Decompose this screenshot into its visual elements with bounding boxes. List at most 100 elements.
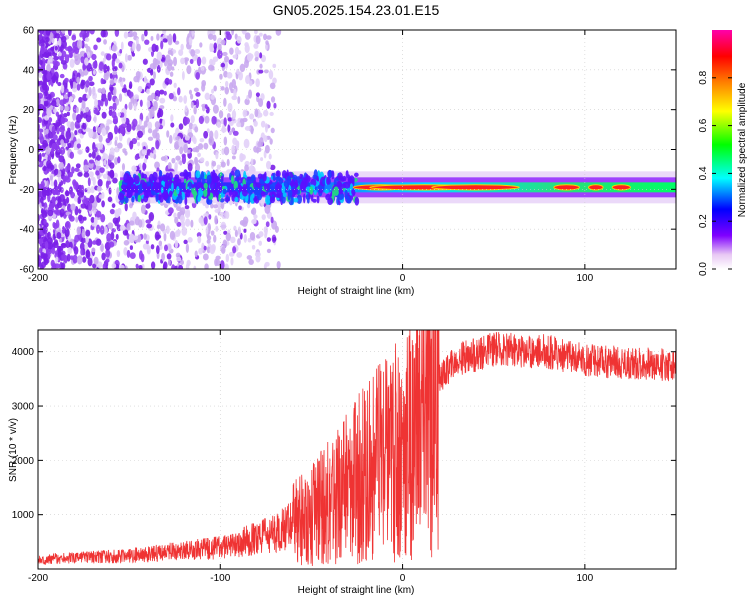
frequency-band-cell	[246, 186, 251, 193]
frequency-band-cell	[174, 174, 180, 180]
spectrogram-noise-cell	[32, 240, 36, 246]
spectrogram-noise-cell	[111, 110, 117, 119]
spectrogram-noise-cell	[145, 219, 152, 224]
spectrogram-noise-cell	[55, 98, 60, 107]
frequency-band-cell	[333, 186, 340, 197]
spectrogram-noise-cell	[60, 262, 66, 269]
frequency-band-cell	[257, 173, 263, 180]
spectrogram-noise-cell	[63, 94, 69, 99]
spectrogram-noise-cell	[178, 138, 183, 148]
spectrogram-noise-cell	[196, 232, 202, 238]
spectrogram-noise-cell	[215, 225, 219, 232]
spectrogram-noise-cell	[149, 151, 155, 158]
spectrogram-noise-cell	[239, 63, 246, 73]
spectrogram-noise-cell	[88, 86, 92, 97]
spectrogram-noise-cell	[174, 162, 178, 171]
spectrogram-noise-cell	[169, 71, 174, 77]
spectrogram-noise-cell	[223, 146, 230, 156]
spectrogram-noise-cell	[77, 171, 83, 177]
frequency-band-cell	[354, 172, 359, 178]
spectrogram-noise-cell	[38, 247, 43, 254]
spectrogram-noise-cell	[91, 175, 95, 181]
spectrogram-noise-cell	[163, 90, 167, 96]
spectrogram-noise-cell	[91, 150, 96, 159]
frequency-band-cell	[291, 178, 295, 188]
frequency-band-cell	[351, 187, 356, 196]
spectrogram-noise-cell	[232, 130, 239, 136]
spectrogram-noise-cell	[95, 238, 102, 246]
spectrogram-noise-cell	[178, 49, 184, 56]
spectrogram-noise-cell	[60, 84, 65, 94]
spectrogram-noise-cell	[65, 190, 70, 197]
colorbar-tick-label: 0.2	[698, 214, 709, 228]
spectrogram-noise-cell	[101, 87, 106, 95]
spectrogram-noise-cell	[263, 109, 269, 117]
colorbar-tick-label: 0.8	[698, 70, 709, 84]
spectrogram-noise-cell	[97, 179, 103, 187]
spectrogram-noise-cell	[59, 105, 64, 111]
spectrogram-noise-cell	[215, 259, 221, 266]
spectrogram-noise-cell	[156, 64, 161, 73]
spectrogram-noise-cell	[41, 81, 48, 91]
colorbar-label: Normalized spectral amplitude	[737, 82, 748, 217]
spectrogram-noise-cell	[64, 105, 70, 112]
spectrogram-noise-cell	[223, 230, 228, 235]
snr-y-tick-label: 1000	[12, 510, 35, 521]
spectrogram-noise-cell	[208, 214, 212, 220]
spectrogram-noise-cell	[127, 54, 132, 61]
spectrogram-noise-cell	[225, 80, 229, 88]
spectrogram-noise-cell	[67, 91, 71, 98]
spectrogram-noise-cell	[255, 35, 261, 45]
spectrogram-noise-cell	[155, 140, 160, 150]
spectrogram-noise-cell	[64, 88, 69, 93]
spectrogram-noise-cell	[76, 143, 81, 149]
spectrogram-noise-cell	[59, 99, 65, 106]
spectrogram-noise-cell	[203, 130, 209, 139]
spectrogram-noise-cell	[111, 263, 117, 269]
spectrogram-noise-cell	[203, 245, 207, 251]
spectrogram-noise-cell	[75, 216, 79, 223]
spectrogram-noise-cell	[174, 216, 179, 224]
spectrogram-noise-cell	[201, 242, 205, 251]
spectrogram-noise-cell	[206, 239, 211, 245]
spectrogram-noise-cell	[116, 142, 123, 149]
spectrogram-noise-cell	[266, 248, 272, 254]
spectrogram-noise-cell	[30, 90, 36, 94]
spectrogram-noise-cell	[58, 52, 62, 57]
spectrogram-noise-cell	[213, 234, 217, 243]
frequency-band-cell	[231, 190, 239, 197]
spectrogram-noise-cell	[190, 137, 195, 142]
spectrogram-noise-cell	[143, 157, 148, 164]
spectrogram-noise-cell	[171, 157, 176, 164]
spectrogram-noise-cell	[86, 186, 92, 194]
spectrogram-noise-cell	[184, 135, 190, 141]
spectrogram-noise-cell	[88, 128, 94, 139]
spectrogram-noise-cell	[51, 75, 56, 84]
spectrogram-noise-cell	[69, 151, 75, 160]
frequency-band-cell	[195, 170, 201, 179]
spectrogram-noise-cell	[85, 113, 92, 123]
spectrogram-noise-cell	[46, 248, 53, 255]
spectrogram-noise-cell	[180, 57, 186, 65]
spectrogram-noise-cell	[129, 81, 133, 89]
spectrogram-noise-cell	[203, 216, 208, 225]
spectrogram-noise-cell	[50, 164, 55, 171]
spectrogram-noise-cell	[38, 71, 43, 79]
spectrogram-noise-cell	[151, 43, 157, 53]
spectrogram-noise-cell	[144, 39, 150, 45]
spectrogram-noise-cell	[195, 98, 200, 109]
spectrogram-noise-cell	[109, 73, 113, 79]
frequency-band-cell	[185, 188, 191, 198]
spectrogram-noise-cell	[114, 157, 118, 165]
spectrogram-noise-cell	[82, 63, 86, 71]
spectrogram-noise-cell	[219, 260, 225, 269]
spectrogram-noise-cell	[41, 202, 45, 207]
spectrogram-noise-cell	[132, 235, 139, 241]
spectrogram-noise-cell	[124, 150, 128, 156]
spectrogram-noise-cell	[123, 31, 129, 39]
spectrogram-y-tick-label: -40	[20, 225, 35, 236]
spectrogram-noise-cell	[168, 79, 173, 85]
spectrogram-noise-cell	[179, 259, 184, 266]
spectrogram-noise-cell	[266, 35, 272, 40]
spectrogram-noise-cell	[193, 106, 197, 115]
